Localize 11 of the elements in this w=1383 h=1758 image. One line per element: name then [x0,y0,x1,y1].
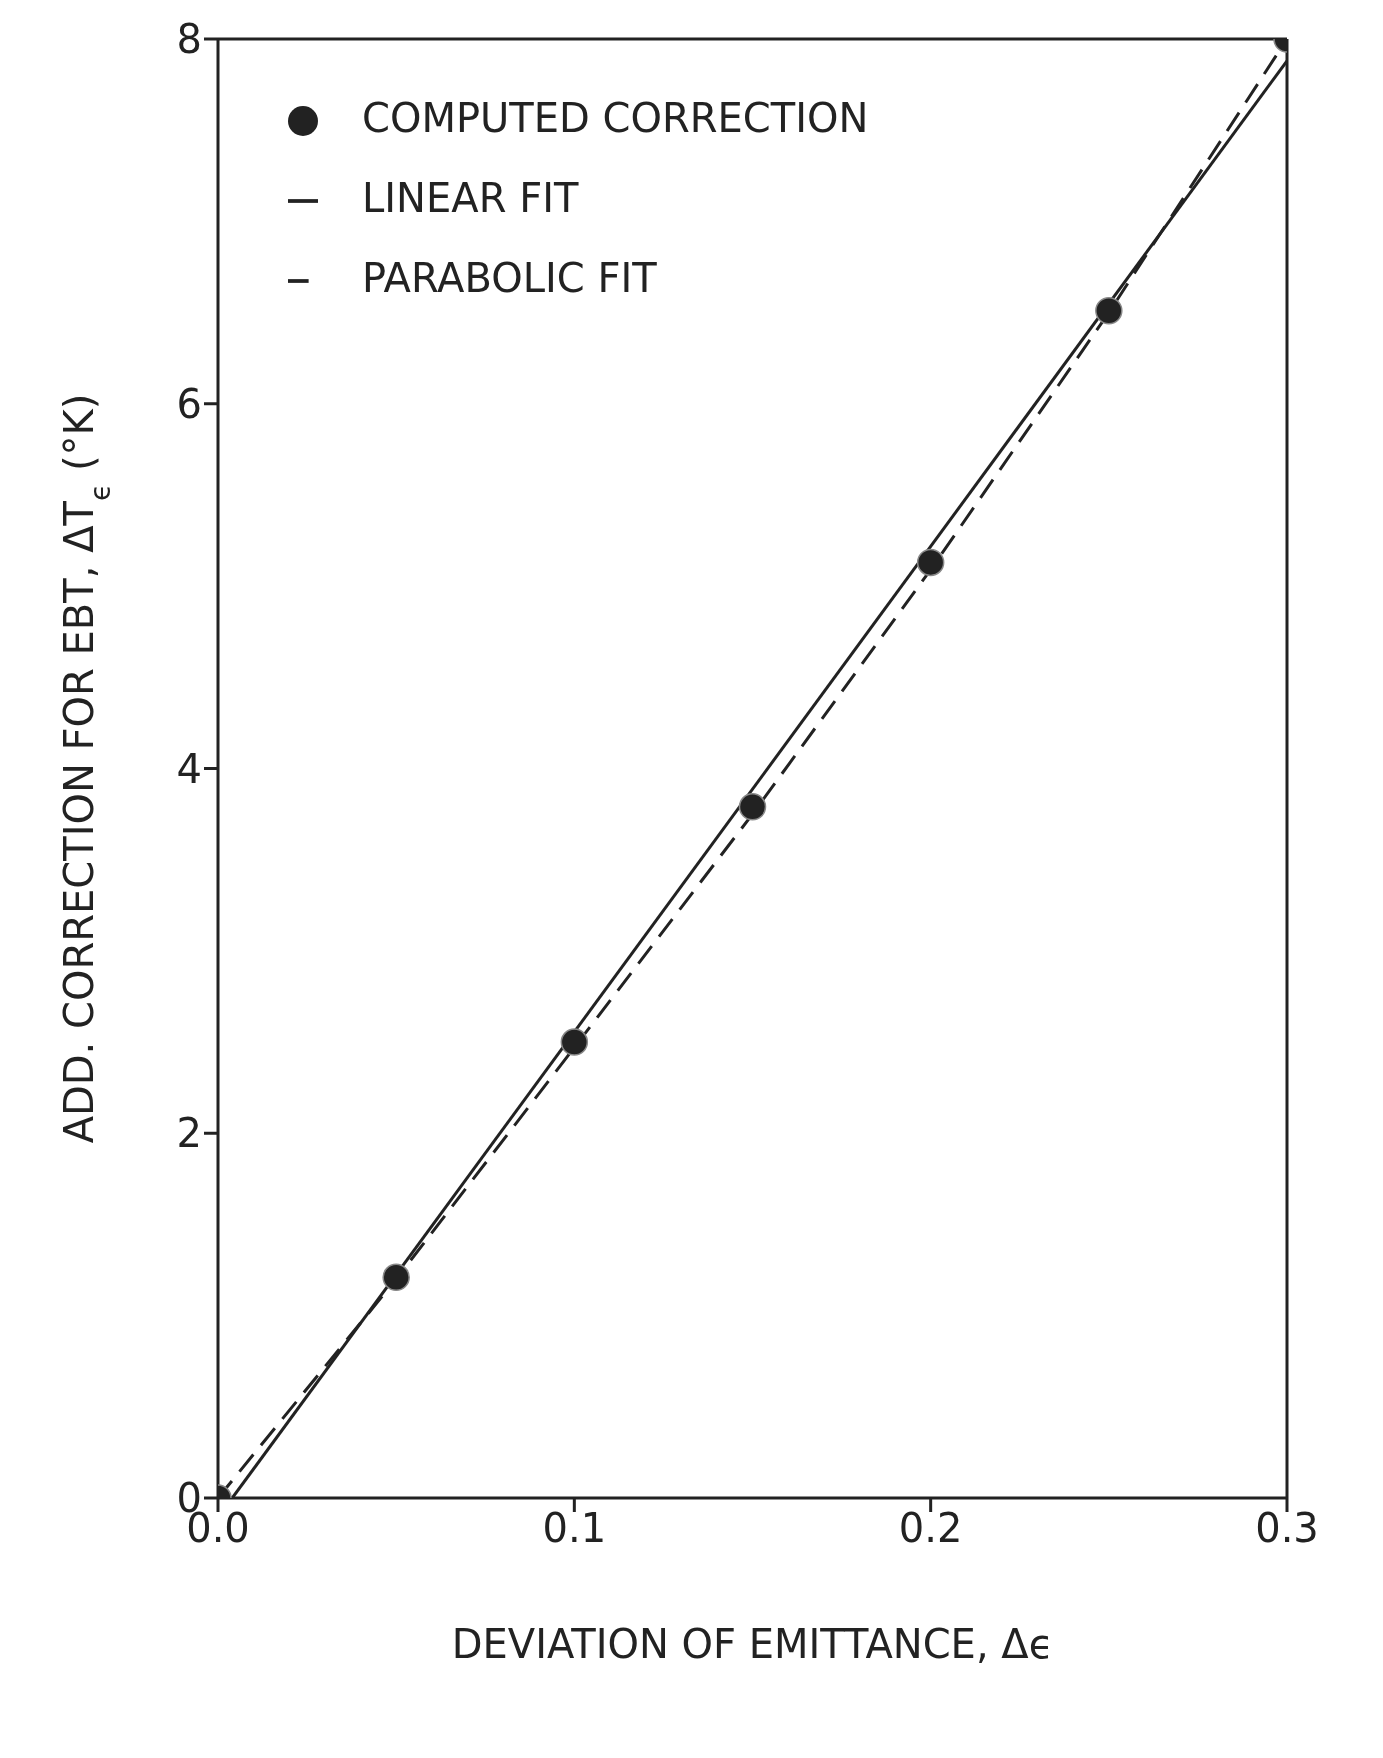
x-tick-label: 0.3 [1255,1505,1319,1552]
x-tick-label: 0.1 [542,1505,607,1552]
x-tick-label: 0.2 [898,1505,963,1552]
legend-label: PARABOLIC FIT [362,255,657,301]
legend-label: LINEAR FIT [362,175,579,221]
y-tick-label: 6 [176,380,202,427]
y-tick-label: 2 [176,1110,202,1157]
legend-label: COMPUTED CORRECTION [362,95,869,141]
x-axis-title: DEVIATION OF EMITTANCE, Δϵ [451,1621,1054,1667]
y-tick-label: 8 [176,16,202,63]
y-tick-label: 4 [176,745,202,792]
